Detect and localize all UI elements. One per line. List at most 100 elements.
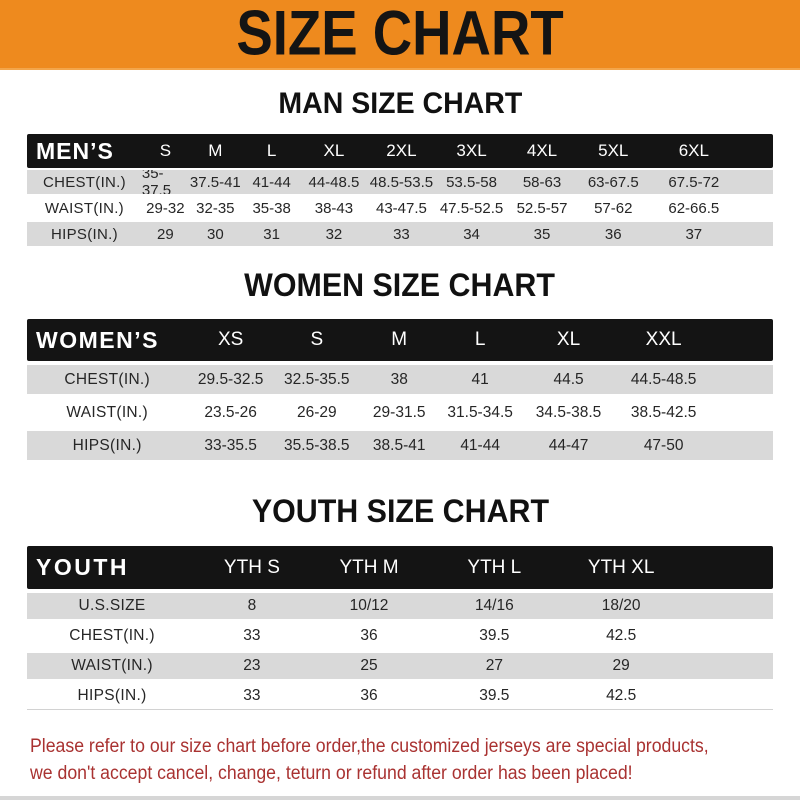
size-value: 34.5-38.5 [535,403,602,421]
size-value: 33-35.5 [204,436,257,454]
size-value: 29-32 [146,199,185,217]
size-column-header: M [391,329,408,350]
row-label: WAIST(IN.) [71,657,153,674]
table-row: HIPS(IN.) 33-35.5 35.5-38.5 38.5-41 41-44 44-… [27,431,773,460]
page-title: SIZE CHART [236,0,564,69]
size-column-header: 6XL [678,141,709,160]
size-value: 33 [243,687,261,704]
size-value: 29-31.5 [372,403,426,421]
row-filler [685,593,773,619]
header-filler [739,134,773,168]
size-value: 29.5-32.5 [197,370,264,388]
size-column-header: XS [217,329,244,350]
table-row: HIPS(IN.) 33 36 39.5 42.5 [27,683,773,709]
table-header-label: WOMEN’S [36,326,159,353]
youth-size-chart-section: YOUTH SIZE CHART YOUTH YTH S YTH M YTH L YTH… [0,493,800,710]
size-column-header: 2XL [386,141,417,160]
size-value: 41-44 [252,173,291,191]
women-size-chart-section: WOMEN SIZE CHART WOMEN’S XS S M L XL XXL CHEST(… [0,267,800,460]
size-value: 44-48.5 [308,173,360,191]
size-value: 47.5-52.5 [439,199,504,217]
size-value: 52.5-57 [516,199,568,217]
size-value: 14/16 [474,597,514,614]
size-value: 36 [360,687,378,704]
size-column-header: YTH XL [587,556,655,578]
size-value: 38.5-42.5 [630,403,697,421]
size-value: 23 [243,657,261,674]
size-chart-banner: SIZE CHART [0,0,800,70]
women-section-title: WOMEN SIZE CHART [244,267,556,303]
row-filler [685,653,773,679]
size-value: 62-66.5 [668,199,720,217]
size-value: 27 [485,657,503,674]
size-value: 35-37.5 [141,170,172,194]
size-value: 44.5-48.5 [630,370,697,388]
size-value: 26-29 [296,403,337,421]
disclaimer-line-1: Please refer to our size chart before or… [30,736,709,757]
bottom-edge-divider [0,796,800,800]
row-label: WAIST(IN.) [66,403,148,421]
size-value: 29 [157,225,174,243]
table-row: WAIST(IN.) 23.5-26 26-29 29-31.5 31.5-34.5 34… [27,398,773,427]
header-filler [685,546,773,589]
table-row: CHEST(IN.) 35-37.5 37.5-41 41-44 44-48.5 48.5… [27,170,773,194]
size-value: 48.5-53.5 [369,173,434,191]
table-row: U.S.SIZE 8 10/12 14/16 18/20 [27,593,773,619]
size-value: 33 [243,627,261,644]
man-size-chart-section: MAN SIZE CHART MEN’S S M L XL 2XL 3XL 4XL 5XL 6XL… [0,87,800,246]
table-header-label: MEN’S [36,137,114,164]
size-value: 32 [325,225,343,243]
size-column-header: 4XL [526,141,558,160]
size-value: 47-50 [643,436,684,454]
row-filler [712,365,773,394]
row-label: WAIST(IN.) [44,199,124,217]
row-label: U.S.SIZE [78,597,146,614]
youth-size-table: YOUTH YTH S YTH M YTH L YTH XL U.S.SIZE 8 10/12… [27,546,773,710]
row-filler [685,683,773,709]
size-value: 30 [206,225,224,243]
size-value: 35.5-38.5 [284,436,350,454]
youth-section-title: YOUTH SIZE CHART [251,493,549,529]
size-value: 63-67.5 [587,173,639,191]
size-value: 38-43 [314,199,354,217]
table-header-bar: MEN’S S M L XL 2XL 3XL 4XL 5XL 6XL [27,134,773,168]
size-value: 32.5-35.5 [284,370,350,388]
size-column-header: L [474,329,486,350]
size-value: 36 [604,225,622,243]
size-column-header: L [266,141,277,160]
disclaimer-line-2: we don't accept cancel, change, teturn o… [30,763,633,784]
size-value: 25 [360,657,378,674]
table-header-label: YOUTH [36,554,129,580]
size-column-header: YTH S [223,556,280,578]
table-header-bar: YOUTH YTH S YTH M YTH L YTH XL [27,546,773,589]
row-label: HIPS(IN.) [72,436,142,454]
size-value: 37.5-41 [189,173,241,191]
row-label: HIPS(IN.) [51,225,118,243]
size-value: 35 [533,225,551,243]
womens-size-table: WOMEN’S XS S M L XL XXL CHEST(IN.) 29.5-32.5 32.5… [27,319,773,460]
size-column-header: YTH M [339,556,399,578]
row-label: CHEST(IN.) [64,370,151,388]
order-disclaimer: Please refer to our size chart before or… [0,733,800,787]
size-value: 38.5-41 [372,436,426,454]
size-value: 57-62 [594,199,633,217]
size-value: 10/12 [349,597,389,614]
row-filler [685,623,773,649]
row-filler [739,170,773,194]
size-value: 42.5 [606,687,637,704]
size-value: 44-47 [548,436,589,454]
mens-size-table: MEN’S S M L XL 2XL 3XL 4XL 5XL 6XL CHEST(IN.) 35-37… [27,134,773,246]
size-column-header: 3XL [456,141,487,160]
size-column-header: XL [323,141,345,160]
size-value: 53.5-58 [446,173,497,191]
row-label: CHEST(IN.) [69,627,155,644]
size-column-header: M [208,141,223,160]
size-value: 41-44 [460,436,500,454]
row-filler [739,222,773,246]
size-value: 31 [263,225,280,243]
table-row: WAIST(IN.) 29-32 32-35 35-38 38-43 43-47.5 47.… [27,196,773,220]
size-column-header: S [310,329,324,350]
row-label: HIPS(IN.) [77,687,147,704]
header-filler [712,319,773,361]
table-header-bar: WOMEN’S XS S M L XL XXL [27,319,773,361]
